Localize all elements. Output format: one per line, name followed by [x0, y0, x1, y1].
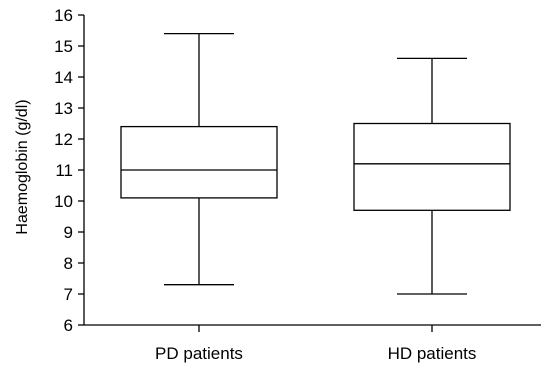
y-tick-label: 16 [54, 6, 73, 25]
y-tick-label: 6 [64, 316, 73, 335]
y-tick-label: 10 [54, 192, 73, 211]
iqr-box [120, 125, 278, 199]
y-tick-label: 13 [54, 99, 73, 118]
iqr-box [353, 122, 511, 211]
y-axis-ticks: 6 7 8 9 10 11 12 13 14 15 16 [54, 6, 84, 335]
x-axis-ticks: PD patients HD patients [155, 325, 476, 363]
box-group [120, 32, 278, 286]
y-tick-label: 11 [55, 161, 73, 180]
y-tick-label: 9 [64, 223, 73, 242]
y-tick-label: 14 [54, 68, 73, 87]
y-tick-label: 7 [64, 285, 73, 304]
x-tick-label: PD patients [155, 344, 243, 363]
y-tick-label: 8 [64, 254, 73, 273]
box-group [353, 57, 511, 295]
x-tick-label: HD patients [388, 344, 477, 363]
box-plot-boxes [120, 32, 511, 295]
y-tick-label: 12 [54, 130, 73, 149]
y-tick-label: 15 [54, 37, 73, 56]
y-axis-label: Haemoglobin (g/dl) [14, 99, 31, 234]
